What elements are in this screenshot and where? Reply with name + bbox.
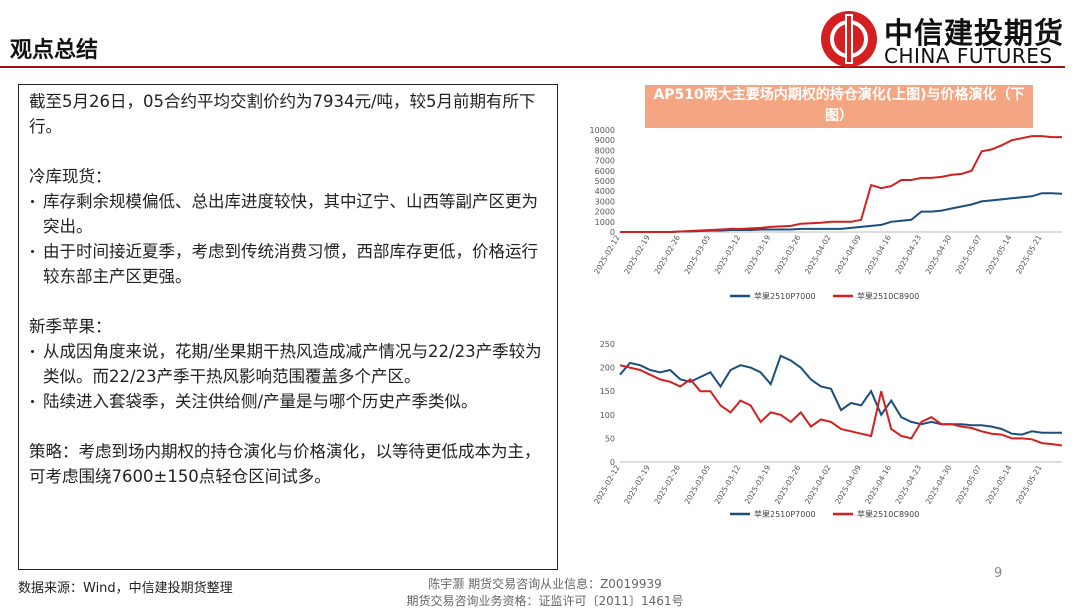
y-tick-label: 3000 xyxy=(595,197,615,206)
legend-label: 苹果2510P7000 xyxy=(754,291,816,301)
legend-label: 苹果2510C8900 xyxy=(857,291,919,301)
legend-label: 苹果2510P7000 xyxy=(754,509,816,519)
bullet: 从成因角度来说，花期/坐果期干热风造成减产情况与22/23产季较为类似。而22/… xyxy=(29,339,547,389)
chart-title: AP510两大主要场内期权的持仓演化(上图)与价格演化（下图） xyxy=(645,85,1033,128)
y-tick-label: 8000 xyxy=(595,146,615,155)
slide-title: 观点总结 xyxy=(10,38,99,63)
x-tick-label: 2025-02-12 xyxy=(592,233,622,275)
x-tick-label: 2025-05-14 xyxy=(984,233,1014,275)
y-tick-label: 4000 xyxy=(595,187,615,196)
x-tick-label: 2025-02-26 xyxy=(652,463,682,505)
y-tick-label: 100 xyxy=(600,411,615,420)
x-tick-label: 2025-03-12 xyxy=(713,233,743,275)
x-tick-label: 2025-04-30 xyxy=(924,233,954,275)
header-rule xyxy=(0,66,1065,68)
logo-cn: 中信建投期货 xyxy=(884,16,1065,50)
series-line xyxy=(620,192,1063,233)
x-tick-label: 2025-04-02 xyxy=(803,463,833,505)
x-tick-label: 2025-04-09 xyxy=(833,233,863,275)
x-tick-label: 2025-04-16 xyxy=(863,233,893,275)
x-tick-label: 2025-05-21 xyxy=(1014,463,1044,505)
legend-label: 苹果2510C8900 xyxy=(857,509,919,519)
bullet: 库存剩余规模偏低、总出库进度较快，其中辽宁、山西等副产区更为突出。 xyxy=(29,189,547,239)
x-tick-label: 2025-02-19 xyxy=(622,463,652,505)
y-tick-label: 0 xyxy=(610,458,615,467)
section-heading: 新季苹果： xyxy=(29,317,112,336)
y-tick-label: 2000 xyxy=(595,208,615,217)
series-line xyxy=(619,364,1063,447)
y-tick-label: 150 xyxy=(600,387,615,396)
y-tick-label: 250 xyxy=(600,340,615,349)
bullet: 由于时间接近夏季，考虑到传统消费习惯，西部库存更低，价格运行较东部主产区更强。 xyxy=(29,239,547,289)
x-tick-label: 2025-02-19 xyxy=(622,233,652,275)
bullet: 陆续进入套袋季，关注供给侧/产量是与哪个历史产季类似。 xyxy=(29,389,547,414)
y-tick-label: 7000 xyxy=(595,157,615,166)
x-tick-label: 2025-04-23 xyxy=(894,233,924,275)
section: 冷库现货： 库存剩余规模偏低、总出库进度较快，其中辽宁、山西等副产区更为突出。 … xyxy=(29,164,547,289)
y-tick-label: 6000 xyxy=(595,167,615,176)
text-box: 截至5月26日，05合约平均交割价约为7934元/吨，较5月前期有所下行。 冷库… xyxy=(18,84,558,570)
analyst: 陈宇灏 期货交易咨询从业信息：Z0019939 xyxy=(428,577,662,591)
page-number: 9 xyxy=(994,566,1003,581)
x-tick-label: 2025-02-26 xyxy=(652,233,682,275)
x-tick-label: 2025-05-21 xyxy=(1014,233,1044,275)
logo-en: CHINA FUTURES xyxy=(884,44,1053,68)
license: 期货交易咨询业务资格：证监许可〔2011〕1461号 xyxy=(406,594,684,608)
y-tick-label: 50 xyxy=(605,434,615,443)
y-tick-label: 0 xyxy=(610,228,615,237)
y-tick-label: 9000 xyxy=(595,136,615,145)
x-tick-label: 2025-04-30 xyxy=(924,463,954,505)
series-line xyxy=(620,135,1062,233)
y-tick-label: 1000 xyxy=(595,218,615,227)
x-tick-label: 2025-03-26 xyxy=(773,233,803,275)
x-tick-label: 2025-04-23 xyxy=(894,463,924,505)
logo-icon xyxy=(821,11,877,67)
y-tick-label: 5000 xyxy=(595,177,615,186)
x-tick-label: 2025-04-16 xyxy=(863,463,893,505)
x-tick-label: 2025-04-02 xyxy=(803,233,833,275)
section-heading: 冷库现货： xyxy=(29,167,112,186)
x-tick-label: 2025-05-07 xyxy=(954,463,984,505)
x-tick-label: 2025-03-26 xyxy=(773,463,803,505)
x-tick-label: 2025-02-12 xyxy=(592,463,622,505)
y-tick-label: 200 xyxy=(600,364,615,373)
x-tick-label: 2025-05-14 xyxy=(984,463,1014,505)
strategy: 策略：考虑到场内期权的持仓演化与价格演化，以等待更低成本为主，可考虑围绕7600… xyxy=(29,442,541,486)
x-tick-label: 2025-04-09 xyxy=(833,463,863,505)
x-tick-label: 2025-03-05 xyxy=(683,233,713,275)
source: 数据来源：Wind，中信建投期货整理 xyxy=(18,581,233,596)
x-tick-label: 2025-03-19 xyxy=(743,463,773,505)
x-tick-label: 2025-05-07 xyxy=(954,233,984,275)
y-tick-label: 10000 xyxy=(590,126,615,135)
section: 新季苹果： 从成因角度来说，花期/坐果期干热风造成减产情况与22/23产季较为类… xyxy=(29,314,547,414)
intro: 截至5月26日，05合约平均交割价约为7934元/吨，较5月前期有所下行。 xyxy=(29,92,536,136)
x-tick-label: 2025-03-19 xyxy=(743,233,773,275)
x-tick-label: 2025-03-12 xyxy=(713,463,743,505)
x-tick-label: 2025-03-05 xyxy=(683,463,713,505)
series-line xyxy=(619,354,1062,436)
